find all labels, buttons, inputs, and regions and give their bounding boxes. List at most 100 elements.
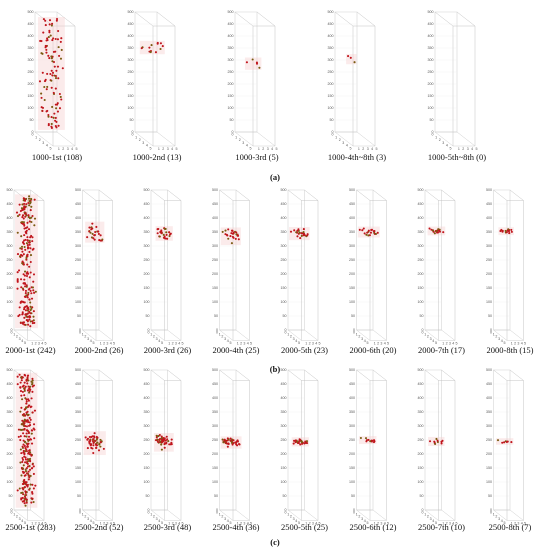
data-point (365, 233, 368, 236)
y-tick-label: 4 (247, 522, 249, 526)
z-tick-label: 200 (418, 272, 424, 276)
x-tick-label: 0 (32, 133, 34, 137)
data-point (29, 459, 32, 462)
data-point (18, 203, 21, 206)
data-point (28, 391, 31, 394)
y-tick-label: 3 (380, 342, 382, 346)
z-tick-label: 200 (418, 452, 424, 456)
x-tick-label: 1 (219, 333, 221, 337)
z-tick-label: 0 (79, 328, 81, 332)
z-tick-label: 250 (7, 258, 13, 262)
x-tick-label: 2 (358, 515, 360, 519)
data-point (15, 211, 19, 214)
y-tick-label: 5 (476, 147, 478, 151)
data-point (48, 57, 51, 60)
data-point (25, 435, 28, 438)
z-tick-label: 200 (7, 272, 13, 276)
data-point (25, 274, 29, 278)
data-point (23, 419, 26, 422)
data-point (21, 250, 24, 253)
data-point (221, 438, 224, 441)
y-tick-label: 2 (446, 522, 448, 526)
data-point (31, 286, 34, 289)
data-point (299, 438, 302, 441)
data-point (42, 18, 45, 21)
data-point (45, 51, 48, 54)
data-point (92, 237, 95, 240)
z-tick-label: 50 (77, 494, 81, 498)
data-point (300, 232, 304, 235)
data-point (16, 383, 19, 386)
x-tick-label: 4 (227, 339, 229, 343)
y-tick-label: 1 (158, 147, 160, 151)
data-point (24, 292, 27, 295)
data-point (28, 416, 31, 420)
z-tick-label: 0 (216, 508, 218, 512)
data-point (369, 231, 373, 234)
x-tick-label: 5 (350, 147, 352, 151)
data-point (28, 197, 31, 200)
data-point (21, 445, 24, 448)
data-point (20, 278, 23, 281)
data-point (93, 432, 96, 435)
z-tick-label: 300 (228, 58, 234, 62)
data-point (506, 229, 509, 232)
data-point (21, 311, 24, 314)
z-tick-label: 150 (418, 286, 424, 290)
y-tick-label: 1 (258, 147, 260, 151)
data-point (235, 440, 238, 443)
data-point (88, 226, 91, 229)
data-point (296, 229, 299, 232)
z-tick-label: 350 (75, 410, 81, 414)
data-point (245, 61, 248, 64)
data-point (46, 85, 49, 88)
z-tick-label: 350 (428, 46, 434, 50)
panel-top-edge (219, 189, 251, 201)
data-point (19, 386, 22, 389)
y-tick-label: 3 (367, 147, 369, 151)
data-point (25, 432, 28, 435)
y-tick-label: 1 (31, 522, 33, 526)
data-point (29, 451, 32, 454)
z-tick-label: 150 (7, 466, 13, 470)
y-tick-label: 2 (446, 342, 448, 346)
y-tick-label: 5 (45, 342, 47, 346)
data-point (29, 254, 33, 257)
y-tick-label: 2 (462, 147, 464, 151)
z-tick-label: 200 (486, 272, 492, 276)
data-point (33, 437, 36, 440)
data-point (25, 400, 28, 403)
x-tick-label: 1 (424, 333, 426, 337)
data-point (45, 45, 48, 48)
z-tick-label: 400 (328, 34, 334, 38)
x-tick-label: 5 (150, 147, 152, 151)
data-point (33, 224, 36, 227)
data-point (510, 441, 513, 444)
data-point (29, 312, 32, 315)
data-point (19, 439, 22, 442)
data-point (24, 461, 27, 464)
z-tick-label: 200 (428, 82, 434, 86)
z-tick-label: 50 (420, 314, 424, 318)
x-tick-label: 3 (293, 517, 295, 521)
y-tick-label: 3 (517, 522, 519, 526)
x-tick-label: 5 (298, 341, 300, 345)
data-point (54, 75, 57, 78)
y-tick-label: 4 (247, 342, 249, 346)
panel-caption: 1000-1st (108) (32, 152, 82, 162)
data-point (28, 487, 31, 490)
data-point (99, 438, 102, 441)
data-point (20, 376, 23, 379)
data-point (165, 231, 168, 234)
z-tick-label: 250 (7, 438, 13, 442)
z-tick-label: 450 (349, 382, 355, 386)
y-tick-label: 5 (182, 342, 184, 346)
data-point (170, 438, 173, 441)
data-point (27, 272, 30, 275)
data-point (23, 274, 26, 277)
data-point (26, 410, 29, 413)
z-tick-label: 200 (212, 272, 218, 276)
